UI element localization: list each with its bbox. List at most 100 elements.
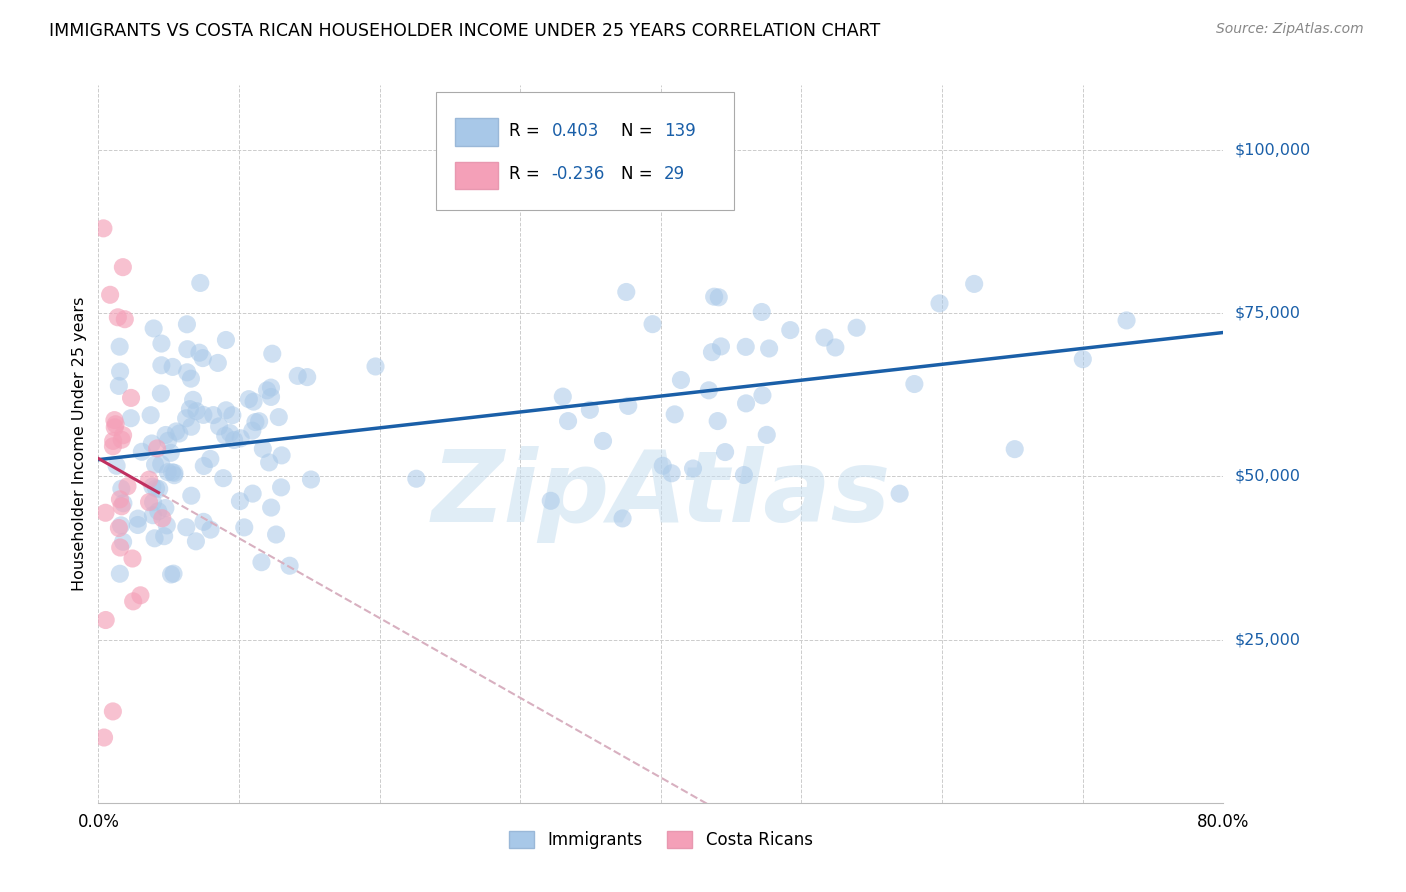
- Text: -0.236: -0.236: [551, 166, 605, 184]
- Point: [150, 457, 173, 471]
- Point: [614, 285, 637, 299]
- Point: [1115, 313, 1137, 327]
- Text: 29: 29: [664, 166, 685, 184]
- Point: [260, 500, 283, 515]
- Point: [122, 594, 145, 608]
- Point: [256, 384, 278, 398]
- Point: [208, 419, 231, 434]
- Point: [111, 260, 134, 275]
- Point: [734, 340, 756, 354]
- Point: [364, 359, 387, 374]
- Point: [149, 386, 172, 401]
- Point: [238, 392, 260, 406]
- Point: [758, 342, 780, 356]
- Text: IMMIGRANTS VS COSTA RICAN HOUSEHOLDER INCOME UNDER 25 YEARS CORRELATION CHART: IMMIGRANTS VS COSTA RICAN HOUSEHOLDER IN…: [49, 22, 880, 40]
- Text: N =: N =: [621, 166, 652, 184]
- Point: [104, 417, 127, 432]
- Point: [200, 523, 222, 537]
- Point: [155, 501, 177, 516]
- Point: [153, 529, 176, 543]
- Point: [163, 466, 186, 480]
- Point: [682, 461, 704, 475]
- Bar: [456, 161, 498, 189]
- FancyBboxPatch shape: [436, 92, 734, 211]
- Point: [260, 390, 283, 404]
- Point: [651, 458, 673, 473]
- Point: [138, 473, 160, 487]
- Text: R =: R =: [509, 166, 540, 184]
- Point: [176, 342, 198, 356]
- Point: [270, 480, 292, 494]
- Point: [207, 356, 229, 370]
- Point: [108, 365, 131, 379]
- Point: [111, 433, 134, 447]
- Point: [174, 411, 197, 425]
- Point: [1004, 442, 1026, 457]
- Point: [221, 408, 243, 422]
- Point: [845, 320, 868, 334]
- Legend: Immigrants, Costa Ricans: Immigrants, Costa Ricans: [502, 824, 820, 855]
- Point: [250, 555, 273, 569]
- Point: [139, 408, 162, 422]
- Point: [641, 317, 664, 331]
- Point: [94, 613, 117, 627]
- Text: R =: R =: [509, 122, 540, 140]
- Point: [710, 339, 733, 353]
- Point: [117, 479, 139, 493]
- Point: [110, 518, 132, 533]
- Point: [191, 351, 214, 365]
- Point: [714, 445, 737, 459]
- Point: [108, 492, 131, 507]
- Point: [163, 468, 186, 483]
- Point: [176, 520, 198, 534]
- Point: [155, 428, 177, 442]
- Point: [212, 471, 235, 485]
- Point: [108, 566, 131, 581]
- Text: N =: N =: [621, 122, 652, 140]
- Point: [405, 472, 427, 486]
- Point: [617, 399, 640, 413]
- Point: [889, 486, 911, 500]
- Point: [93, 731, 115, 745]
- Point: [242, 394, 264, 409]
- Point: [101, 434, 124, 448]
- Point: [148, 504, 170, 518]
- Point: [264, 527, 287, 541]
- Point: [180, 489, 202, 503]
- Point: [112, 428, 135, 442]
- Point: [169, 426, 191, 441]
- Point: [112, 496, 135, 510]
- Point: [186, 404, 208, 418]
- Point: [120, 411, 142, 425]
- Point: [112, 534, 135, 549]
- Point: [270, 449, 292, 463]
- Point: [105, 458, 128, 473]
- Point: [108, 379, 131, 393]
- Point: [138, 495, 160, 509]
- Point: [110, 482, 132, 496]
- Point: [184, 534, 207, 549]
- Point: [108, 521, 131, 535]
- Point: [159, 446, 181, 460]
- Point: [93, 221, 115, 235]
- Point: [245, 415, 267, 429]
- Point: [141, 436, 163, 450]
- Point: [287, 368, 309, 383]
- Text: $100,000: $100,000: [1234, 143, 1310, 158]
- Point: [101, 439, 124, 453]
- Point: [103, 413, 125, 427]
- Point: [215, 333, 238, 347]
- Point: [612, 511, 634, 525]
- Point: [661, 467, 683, 481]
- Point: [104, 420, 127, 434]
- Text: $50,000: $50,000: [1234, 469, 1301, 483]
- Point: [224, 433, 246, 447]
- Point: [193, 515, 215, 529]
- Point: [252, 442, 274, 456]
- Point: [193, 408, 215, 422]
- Point: [260, 381, 283, 395]
- Point: [706, 414, 728, 428]
- Point: [143, 531, 166, 545]
- Point: [162, 359, 184, 374]
- Point: [928, 296, 950, 310]
